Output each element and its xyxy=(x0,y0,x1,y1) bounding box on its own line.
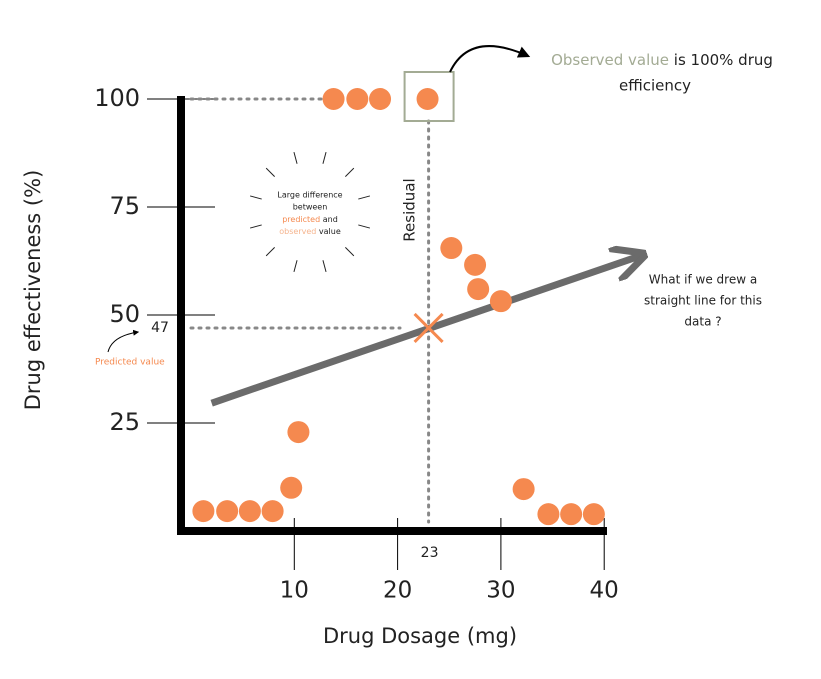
observed-word: observed xyxy=(279,227,316,236)
predicted-arrow xyxy=(107,329,140,353)
note-line: observed value xyxy=(279,227,341,236)
x-axis-title: Drug Dosage (mg) xyxy=(323,624,517,648)
question-line: What if we drew a xyxy=(649,273,757,287)
ray xyxy=(322,260,327,273)
predicted-mark xyxy=(413,312,444,344)
y-tick-label: 50 xyxy=(109,300,140,328)
point xyxy=(287,421,310,444)
ray xyxy=(265,167,275,177)
predicted-label: Predicted value xyxy=(95,358,165,368)
question-line: data ? xyxy=(684,315,721,329)
predicted-y-label: 47 xyxy=(151,320,169,336)
point xyxy=(440,237,463,260)
y-tick-label: 75 xyxy=(109,192,140,220)
question-line: straight line for this xyxy=(644,294,762,308)
residual-label: Residual xyxy=(401,178,419,241)
point xyxy=(416,88,439,110)
x-tick-label: 20 xyxy=(383,578,412,604)
difference-note: Large difference between predicted and o… xyxy=(277,191,342,236)
x-tick-label: 10 xyxy=(280,578,309,604)
observed-box xyxy=(403,71,455,122)
observed-note: Observed value is 100% drug xyxy=(551,51,773,69)
ray xyxy=(293,151,298,164)
ray xyxy=(358,195,371,200)
x-tick-label: 30 xyxy=(486,578,515,604)
plot: 25 50 75 100 10 20 30 40 23 47 xyxy=(94,71,640,604)
point xyxy=(464,253,487,276)
point xyxy=(467,278,490,301)
point xyxy=(560,503,583,526)
point xyxy=(582,503,605,526)
point xyxy=(280,476,303,499)
point xyxy=(346,88,369,110)
point xyxy=(192,500,215,523)
observed-label: Observed value xyxy=(551,51,669,69)
predicted-x-label: 23 xyxy=(421,545,439,561)
ray xyxy=(358,224,371,229)
point xyxy=(489,290,512,313)
point xyxy=(216,500,239,523)
y-tick-label: 25 xyxy=(109,408,140,436)
ray xyxy=(345,167,355,177)
point xyxy=(261,500,284,523)
note-line: predicted and xyxy=(282,215,338,224)
value-word: value xyxy=(319,227,341,236)
ray xyxy=(345,247,355,257)
y-tick-label: 100 xyxy=(94,84,140,112)
ray xyxy=(322,151,327,164)
burst xyxy=(249,151,371,273)
point xyxy=(512,478,535,501)
ray xyxy=(265,247,275,257)
note-line: Large difference xyxy=(277,191,342,200)
ray xyxy=(249,224,262,229)
ray xyxy=(249,195,262,200)
ray xyxy=(293,260,298,273)
observed-note-line: efficiency xyxy=(619,77,691,95)
note-line: between xyxy=(293,203,328,212)
predicted-word: predicted xyxy=(282,215,320,224)
and-word: and xyxy=(323,215,338,224)
point xyxy=(537,503,560,526)
y-axis-title: Drug effectiveness (%) xyxy=(21,170,45,411)
x-tick-label: 40 xyxy=(590,578,619,604)
point xyxy=(369,88,392,110)
point xyxy=(322,88,345,110)
observed-arrow xyxy=(449,45,531,73)
point xyxy=(238,500,261,523)
observed-note-line: is 100% drug xyxy=(674,51,773,69)
